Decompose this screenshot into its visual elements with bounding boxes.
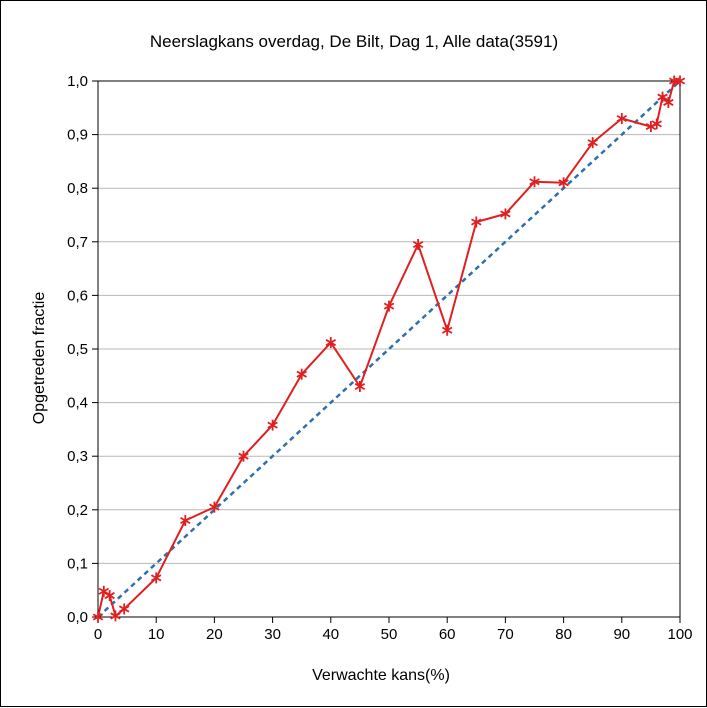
grid-lines xyxy=(98,134,680,564)
data-point-marker xyxy=(118,603,130,615)
y-tick-label: 0,7 xyxy=(67,234,88,251)
y-tick-label: 0,9 xyxy=(67,127,88,144)
y-tick-label: 0,0 xyxy=(67,609,88,626)
x-tick-label: 70 xyxy=(497,626,514,643)
data-point-marker xyxy=(412,238,424,250)
data-point-marker xyxy=(150,572,162,584)
x-tick-label: 60 xyxy=(439,626,456,643)
x-axis: 0 10 20 30 40 50 60 70 80 90 100 xyxy=(94,617,693,643)
chart-title: Neerslagkans overdag, De Bilt, Dag 1, Al… xyxy=(150,32,558,51)
x-tick-label: 50 xyxy=(381,626,398,643)
data-point-marker xyxy=(529,176,540,188)
data-point-marker xyxy=(354,381,366,393)
data-point-marker xyxy=(500,208,511,220)
x-tick-label: 90 xyxy=(613,626,630,643)
series-line xyxy=(97,80,681,618)
data-point-marker xyxy=(587,137,598,149)
data-point-marker xyxy=(209,501,220,513)
y-tick-label: 0,1 xyxy=(67,555,88,572)
y-tick-label: 0,2 xyxy=(67,502,88,519)
data-point-marker xyxy=(180,515,191,527)
data-point-marker xyxy=(110,610,121,622)
data-point-marker xyxy=(238,450,249,462)
data-point-marker xyxy=(471,216,482,228)
y-tick-label: 0,8 xyxy=(67,180,88,197)
x-tick-label: 0 xyxy=(94,626,102,643)
y-axis: 0,0 0,1 0,2 0,3 0,4 0,5 0,6 0,7 0,8 0,9 1,0 xyxy=(67,73,98,626)
data-point-marker xyxy=(104,590,115,602)
y-tick-label: 0,3 xyxy=(67,448,88,465)
y-tick-label: 0,4 xyxy=(67,395,88,412)
data-point-marker xyxy=(651,118,662,130)
x-axis-label: Verwachte kans(%) xyxy=(312,667,450,684)
y-tick-label: 1,0 xyxy=(67,73,88,90)
data-point-marker xyxy=(296,368,307,380)
y-tick-label: 0,6 xyxy=(67,287,88,304)
x-tick-label: 40 xyxy=(322,626,339,643)
data-point-marker xyxy=(663,96,674,108)
data-point-marker xyxy=(657,91,668,103)
data-point-marker xyxy=(267,419,278,431)
x-tick-label: 10 xyxy=(148,626,165,643)
x-tick-label: 30 xyxy=(264,626,281,643)
data-point-marker xyxy=(92,611,104,623)
data-point-marker xyxy=(325,337,337,349)
data-point-marker xyxy=(674,75,686,87)
data-point-marker xyxy=(616,113,628,125)
x-tick-label: 20 xyxy=(206,626,223,643)
y-tick-label: 0,5 xyxy=(67,341,88,358)
x-tick-label: 100 xyxy=(667,626,692,643)
x-tick-label: 80 xyxy=(555,626,572,643)
data-point-marker xyxy=(441,324,453,336)
series-layer xyxy=(92,75,686,623)
y-axis-label: Opgetreden fractie xyxy=(31,292,48,425)
data-point-marker xyxy=(558,177,569,189)
data-point-marker xyxy=(383,300,395,312)
